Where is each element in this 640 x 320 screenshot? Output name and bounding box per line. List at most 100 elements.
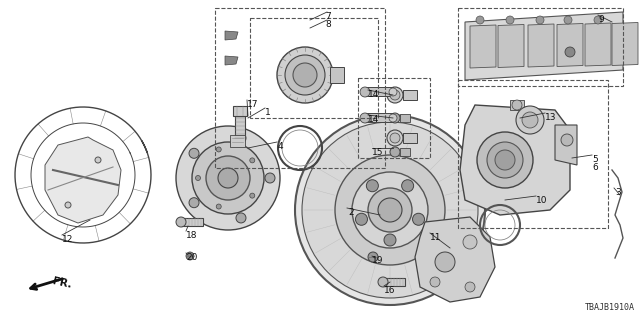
Text: 18: 18 bbox=[186, 231, 198, 240]
Circle shape bbox=[195, 175, 200, 180]
Text: 20: 20 bbox=[186, 253, 197, 262]
Circle shape bbox=[65, 202, 71, 208]
Polygon shape bbox=[460, 105, 570, 215]
Bar bbox=[365, 87, 393, 96]
Circle shape bbox=[465, 282, 475, 292]
Polygon shape bbox=[465, 12, 623, 80]
Circle shape bbox=[402, 180, 413, 192]
Polygon shape bbox=[225, 56, 238, 65]
Circle shape bbox=[516, 106, 544, 134]
Text: TBAJB1910A: TBAJB1910A bbox=[585, 303, 635, 312]
Circle shape bbox=[487, 142, 523, 178]
Text: 4: 4 bbox=[278, 142, 284, 151]
Circle shape bbox=[430, 277, 440, 287]
Bar bbox=[510, 100, 524, 110]
Circle shape bbox=[565, 47, 575, 57]
Circle shape bbox=[536, 16, 544, 24]
Circle shape bbox=[564, 16, 572, 24]
Circle shape bbox=[265, 173, 275, 183]
Circle shape bbox=[389, 114, 397, 122]
Polygon shape bbox=[470, 25, 496, 68]
Circle shape bbox=[176, 217, 186, 227]
Polygon shape bbox=[45, 137, 121, 223]
Text: 17: 17 bbox=[247, 100, 259, 109]
Circle shape bbox=[95, 157, 101, 163]
Circle shape bbox=[387, 87, 403, 103]
Circle shape bbox=[360, 87, 370, 97]
Text: 2: 2 bbox=[348, 208, 354, 217]
Circle shape bbox=[192, 142, 264, 214]
Text: 16: 16 bbox=[384, 286, 396, 295]
Circle shape bbox=[189, 198, 199, 208]
Circle shape bbox=[384, 234, 396, 246]
Bar bbox=[458, 80, 608, 228]
Text: 14: 14 bbox=[368, 115, 380, 124]
Circle shape bbox=[360, 113, 370, 123]
Circle shape bbox=[352, 172, 428, 248]
Circle shape bbox=[186, 252, 194, 260]
Text: 15: 15 bbox=[372, 148, 383, 157]
Polygon shape bbox=[415, 217, 495, 302]
Circle shape bbox=[512, 100, 522, 110]
Circle shape bbox=[189, 148, 199, 158]
Bar bbox=[400, 148, 410, 156]
Text: 3: 3 bbox=[615, 188, 621, 197]
Circle shape bbox=[368, 252, 378, 262]
Circle shape bbox=[250, 158, 255, 163]
Bar bbox=[403, 133, 417, 143]
Bar bbox=[235, 116, 245, 140]
Polygon shape bbox=[498, 25, 524, 68]
Circle shape bbox=[561, 134, 573, 146]
Circle shape bbox=[236, 133, 246, 143]
Circle shape bbox=[506, 16, 514, 24]
Text: 14: 14 bbox=[368, 90, 380, 99]
Polygon shape bbox=[612, 22, 638, 66]
Bar bbox=[181, 218, 203, 226]
Circle shape bbox=[435, 252, 455, 272]
Text: 11: 11 bbox=[430, 233, 442, 242]
Polygon shape bbox=[528, 24, 554, 67]
Circle shape bbox=[236, 213, 246, 223]
Polygon shape bbox=[585, 23, 611, 66]
Circle shape bbox=[368, 188, 412, 232]
Circle shape bbox=[378, 198, 402, 222]
Text: 19: 19 bbox=[372, 256, 383, 265]
Circle shape bbox=[476, 16, 484, 24]
Circle shape bbox=[302, 122, 478, 298]
Text: 12: 12 bbox=[62, 235, 74, 244]
Circle shape bbox=[390, 113, 400, 123]
Circle shape bbox=[594, 16, 602, 24]
Bar bbox=[233, 106, 247, 116]
Text: 9: 9 bbox=[598, 15, 604, 24]
Text: 10: 10 bbox=[536, 196, 547, 205]
Text: 1: 1 bbox=[265, 108, 271, 117]
Circle shape bbox=[413, 213, 424, 225]
Circle shape bbox=[216, 204, 221, 209]
Bar bbox=[215, 8, 385, 168]
Circle shape bbox=[390, 90, 400, 100]
Circle shape bbox=[250, 193, 255, 198]
Bar bbox=[365, 113, 393, 122]
Circle shape bbox=[355, 213, 367, 225]
Circle shape bbox=[495, 150, 515, 170]
Circle shape bbox=[477, 132, 533, 188]
Polygon shape bbox=[555, 125, 577, 165]
Bar bbox=[403, 90, 417, 100]
Text: 7: 7 bbox=[325, 12, 331, 21]
Bar bbox=[230, 135, 245, 147]
Bar bbox=[358, 78, 430, 158]
Polygon shape bbox=[225, 31, 238, 40]
Bar bbox=[330, 67, 344, 83]
Polygon shape bbox=[557, 23, 583, 67]
Text: 6: 6 bbox=[592, 163, 598, 172]
Bar bbox=[458, 8, 623, 86]
Text: FR.: FR. bbox=[52, 276, 73, 290]
Circle shape bbox=[390, 133, 400, 143]
Circle shape bbox=[218, 168, 238, 188]
Circle shape bbox=[366, 180, 378, 192]
Circle shape bbox=[378, 277, 388, 287]
Text: 13: 13 bbox=[545, 113, 557, 122]
Bar bbox=[250, 18, 378, 118]
Circle shape bbox=[216, 147, 221, 152]
Circle shape bbox=[335, 155, 445, 265]
